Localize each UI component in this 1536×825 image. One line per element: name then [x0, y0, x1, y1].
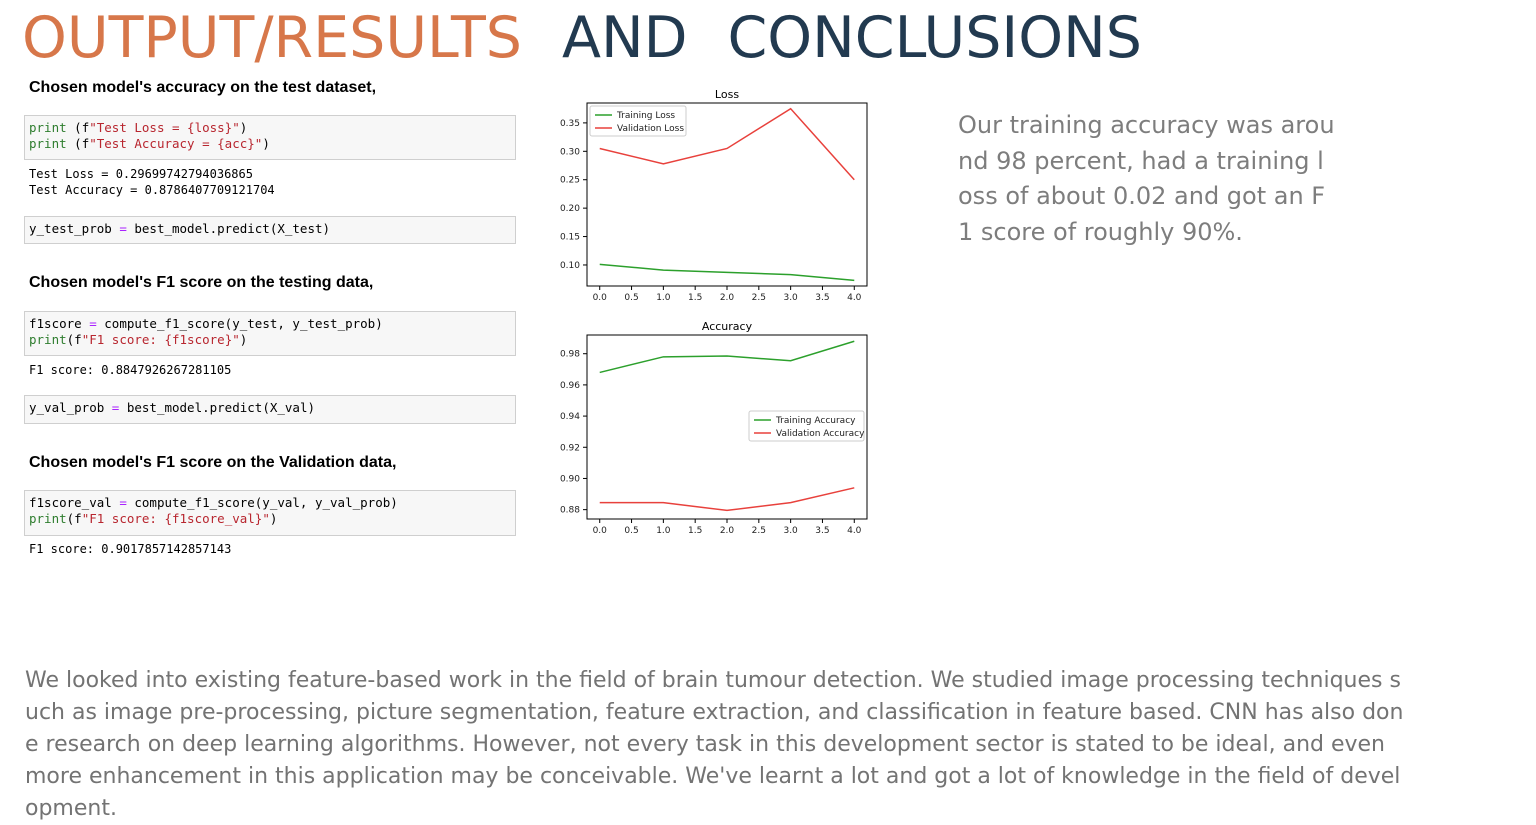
chart0-xtick-label: 1.5 — [688, 293, 702, 303]
loss-chart: Loss 0.0 0.5 1.0 1.5 2.0 2.5 3.0 3.5 4.0 0.10 0.15 0… — [552, 86, 872, 306]
chart0-ytick-label: 0.15 — [560, 233, 580, 243]
chart0-series-training-loss — [599, 263, 855, 282]
loss-chart-svg: Loss 0.0 0.5 1.0 1.5 2.0 2.5 3.0 3.5 4.0 0.10 0.15 0… — [560, 88, 868, 303]
chart1-xtick-label: 2.5 — [752, 526, 766, 536]
chart0-ytick-label: 0.30 — [560, 147, 580, 157]
chart1-xtick-label: 3.0 — [783, 526, 798, 536]
chart1-xtick-label: 1.0 — [656, 526, 671, 536]
chart0-legend-label-training-loss: Training Loss — [616, 111, 675, 121]
chart1-legend-label-training-accuracy: Training Accuracy — [775, 416, 856, 426]
chart0-ytick-label: 0.10 — [560, 261, 580, 271]
chart0-xtick-label: 0.5 — [624, 293, 638, 303]
accuracy-heading: Chosen model's accuracy on the test data… — [29, 79, 377, 96]
chart1-legend — [748, 410, 865, 442]
chart1-legend-label-validation-accuracy: Validation Accuracy — [776, 429, 865, 439]
chart1-ytick-label: 0.96 — [560, 381, 580, 391]
title-part-output-results: OUTPUT/RESULTS — [22, 5, 522, 71]
chart1-ytick-label: 0.90 — [560, 474, 580, 484]
chart0-xtick-label: 3.0 — [783, 293, 798, 303]
accuracy-chart: Accuracy 0.0 0.5 1.0 1.5 2.0 2.5 3.0 3.5 4.0 0.88 0… — [552, 318, 872, 540]
chart0-xtick-label: 0.0 — [593, 293, 608, 303]
chart1-ytick-label: 0.94 — [560, 412, 580, 422]
chart1-xtick-label: 2.0 — [720, 526, 735, 536]
code-cell-f1-val[interactable]: f1score_val = compute_f1_score(y_val, y_… — [24, 490, 516, 536]
conclusion-paragraph: We looked into existing feature-based wo… — [25, 668, 1404, 821]
f1-val-heading: Chosen model's F1 score on the Validatio… — [29, 454, 397, 471]
output-test-metrics: Test Loss = 0.29699742794036865 Test Acc… — [29, 167, 275, 197]
chart1-series-training-accuracy — [599, 340, 855, 374]
slide-title: OUTPUT/RESULTS AND CONCLUSIONS — [22, 2, 1142, 74]
chart0-xtick-label: 2.0 — [720, 293, 735, 303]
chart1-xtick-label: 1.5 — [688, 526, 702, 536]
training-summary-text: Our training accuracy was around 98 perc… — [958, 111, 1335, 246]
chart1-xtick-label: 0.0 — [593, 526, 608, 536]
chart1-xtick-label: 4.0 — [847, 526, 862, 536]
code-cell-test-predict[interactable]: y_test_prob = best_model.predict(X_test) — [24, 216, 516, 244]
chart0-legend-label-validation-loss: Validation Loss — [617, 124, 684, 134]
chart0-xtick-label: 1.0 — [656, 293, 671, 303]
title-part-conclusions: CONCLUSIONS — [727, 5, 1142, 71]
output-f1-test: F1 score: 0.8847926267281105 — [29, 363, 232, 377]
f1-test-heading: Chosen model's F1 score on the testing d… — [29, 274, 374, 291]
chart1-xtick-label: 3.5 — [815, 526, 829, 536]
chart1-xtick-label: 0.5 — [624, 526, 638, 536]
chart0-xtick-label: 2.5 — [752, 293, 766, 303]
code-cell-f1-test[interactable]: f1score = compute_f1_score(y_test, y_tes… — [24, 311, 516, 356]
chart0-legend — [589, 105, 687, 137]
accuracy-chart-svg: Accuracy 0.0 0.5 1.0 1.5 2.0 2.5 3.0 3.5 4.0 0.88 0… — [560, 320, 868, 536]
chart0-series-validation-loss — [599, 107, 855, 181]
chart0-ytick-label: 0.25 — [560, 176, 580, 186]
chart0-ytick-label: 0.20 — [560, 204, 580, 214]
code-cell-val-predict[interactable]: y_val_prob = best_model.predict(X_val) — [24, 395, 516, 424]
output-f1-val: F1 score: 0.9017857142857143 — [29, 542, 232, 556]
code-cell-test-metrics[interactable]: print (f"Test Loss = {loss}") print (f"T… — [24, 115, 516, 160]
chart0-title: Loss — [715, 88, 739, 101]
title-part-and: AND — [561, 5, 688, 71]
chart1-series-validation-accuracy — [599, 487, 855, 512]
chart0-xtick-label: 3.5 — [815, 293, 829, 303]
chart1-ytick-label: 0.98 — [560, 350, 580, 360]
chart1-ytick-label: 0.88 — [560, 506, 580, 516]
chart1-ytick-label: 0.92 — [560, 443, 580, 453]
chart0-ytick-label: 0.35 — [560, 119, 580, 129]
chart0-xtick-label: 4.0 — [847, 293, 862, 303]
chart1-title: Accuracy — [702, 320, 753, 333]
